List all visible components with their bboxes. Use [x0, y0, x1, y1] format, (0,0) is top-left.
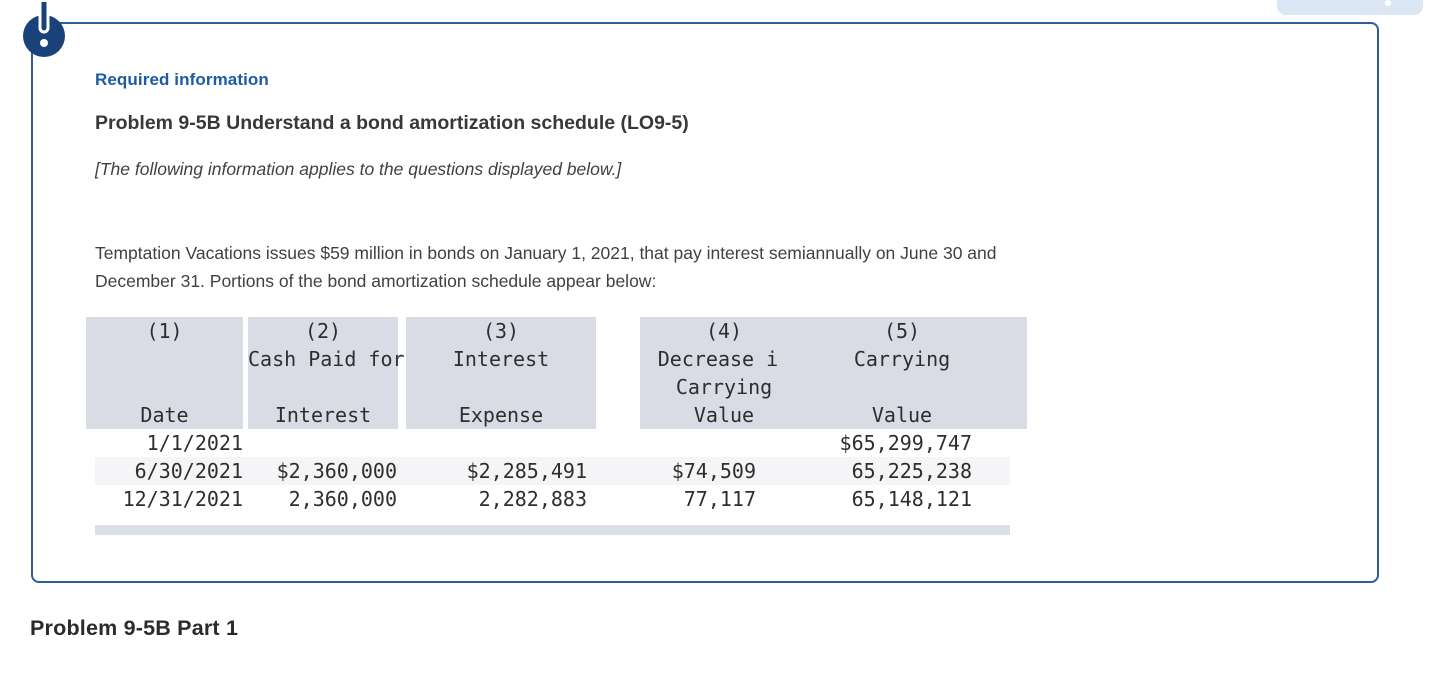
decrease-cell — [592, 429, 760, 457]
table-row: 12/31/2021 2,360,000 2,282,883 77,117 65… — [95, 485, 1010, 513]
table-header-row: Date Interest Expense Value Value — [86, 401, 1027, 429]
header-cell: (2) — [248, 317, 398, 345]
required-information-label: Required information — [95, 70, 269, 89]
carrying-value-cell: 65,148,121 — [851, 487, 972, 511]
table-row: 1/1/2021 $65,299,747 — [95, 429, 1010, 457]
header-cell: Date — [86, 401, 243, 429]
header-cell: Interest — [248, 401, 398, 429]
problem-title: Problem 9-5B Understand a bond amortizat… — [95, 112, 689, 134]
header-cell: Carrying — [777, 345, 1027, 373]
table-footer-strip — [95, 525, 1010, 535]
interest-expense-cell: 2,282,883 — [478, 487, 587, 511]
carrying-value-cell: $65,299,747 — [839, 431, 972, 455]
date-cell: 12/31/2021 — [122, 487, 243, 511]
carrying-value-cell: 65,225,238 — [851, 459, 972, 483]
table-header-row: Cash Paid for Interest Decrease in Carry… — [86, 345, 1027, 373]
part-heading: Problem 9-5B Part 1 — [30, 616, 239, 640]
header-cell: Cash Paid for — [248, 345, 405, 373]
cut-off-button-icon — [1385, 0, 1391, 6]
required-info-card: Required information Problem 9-5B Unders… — [23, 2, 1379, 583]
header-cell — [777, 373, 1027, 401]
interest-expense-cell: $2,285,491 — [466, 459, 587, 483]
header-cell: (3) — [406, 317, 596, 345]
problem-description: Temptation Vacations issues $59 million … — [95, 239, 1377, 295]
table-header-row: Carrying — [86, 373, 1027, 401]
date-cell: 1/1/2021 — [146, 431, 243, 455]
date-cell: 6/30/2021 — [134, 459, 243, 483]
decrease-cell: 77,117 — [683, 487, 756, 511]
header-cell: (5) — [777, 317, 1027, 345]
decrease-cell: $74,509 — [671, 459, 756, 483]
cash-paid-cell: 2,360,000 — [288, 487, 397, 511]
description-line-2: December 31. Portions of the bond amorti… — [95, 271, 657, 291]
header-cell — [86, 345, 243, 373]
header-cell: (1) — [86, 317, 243, 345]
cash-paid-cell — [252, 429, 402, 457]
amortization-schedule: (1) (2) (3) (4) (5) Cash Paid for Intere… — [86, 317, 1027, 535]
header-cell: Interest — [406, 345, 596, 373]
cash-paid-cell: $2,360,000 — [276, 459, 397, 483]
alert-exclamation-icon — [23, 2, 65, 57]
header-cell — [406, 373, 596, 401]
table-row: 6/30/2021 $2,360,000 $2,285,491 $74,509 … — [95, 457, 1010, 485]
header-cell — [86, 373, 243, 401]
amortization-table: (1) (2) (3) (4) (5) Cash Paid for Intere… — [86, 317, 1027, 513]
applies-note: [The following information applies to th… — [95, 159, 622, 179]
header-cell — [248, 373, 398, 401]
description-line-1: Temptation Vacations issues $59 million … — [95, 243, 997, 263]
table-header-row: (1) (2) (3) (4) (5) — [86, 317, 1027, 345]
interest-expense-cell — [402, 429, 592, 457]
header-cell: Value — [777, 401, 1027, 429]
cut-off-top-button[interactable] — [1277, 0, 1423, 15]
header-cell: Expense — [406, 401, 596, 429]
